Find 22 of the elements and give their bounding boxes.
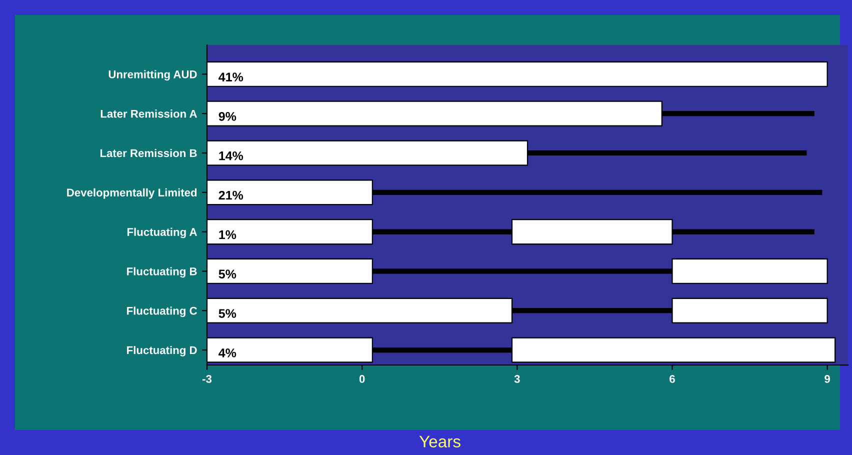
x-tick-label: 9 [824,375,830,383]
annotation: 21% [218,190,244,200]
y-tick-label: Unremitting AUD [108,70,197,81]
x-axis-title: Years [419,436,460,448]
annotation: 14% [219,151,244,160]
y-tick-label: Fluctuating C [127,306,197,317]
x-tick-label: 6 [670,375,675,383]
annotation: 9% [218,112,236,121]
y-tick-label: Developmentally Limited [67,188,197,199]
x-tick-label: 0 [359,375,365,383]
y-tick-label: Fluctuating D [127,346,197,356]
annotation: 5% [218,309,236,318]
y-tick-label: Later Remission B [100,148,197,158]
y-tick-label: Fluctuating A [127,228,197,238]
y-tick-label: Fluctuating B [127,267,197,278]
annotation: 41% [218,72,244,82]
annotation: 1% [219,230,236,240]
annotation: 5% [218,270,236,279]
annotation: 4% [218,348,236,358]
x-tick-label: 3 [514,375,520,383]
y-tick-label: Later Remission A [100,110,197,118]
x-tick-label: -3 [202,375,212,383]
